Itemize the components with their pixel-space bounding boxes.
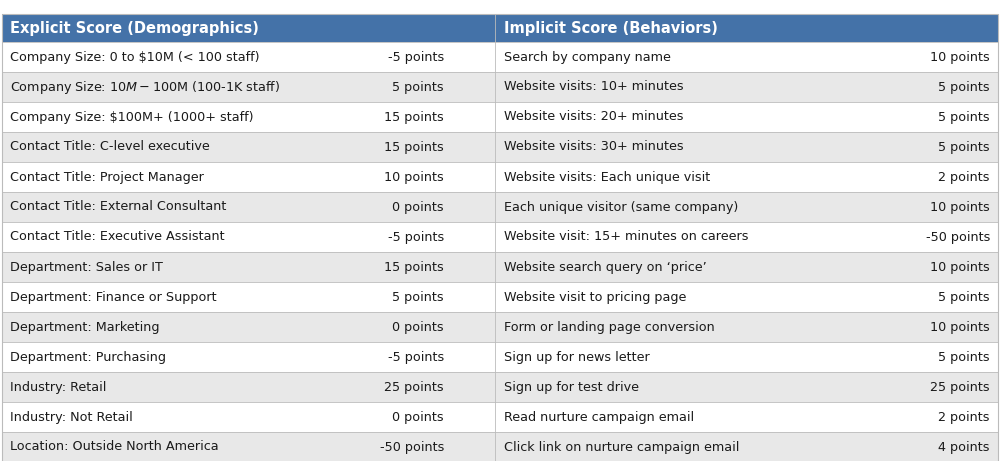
Text: Company Size: $10M-$100M (100-1K staff): Company Size: $10M-$100M (100-1K staff) xyxy=(10,78,280,95)
Bar xyxy=(495,432,998,461)
Bar xyxy=(2,342,495,372)
Bar xyxy=(2,222,495,252)
Text: Company Size: 0 to $10M (< 100 staff): Company Size: 0 to $10M (< 100 staff) xyxy=(10,51,260,64)
Text: Department: Finance or Support: Department: Finance or Support xyxy=(10,290,217,303)
Bar xyxy=(495,402,998,432)
Text: 10 points: 10 points xyxy=(930,201,990,213)
Text: 2 points: 2 points xyxy=(938,171,990,183)
Text: -50 points: -50 points xyxy=(926,230,990,243)
Text: Website visits: 30+ minutes: Website visits: 30+ minutes xyxy=(504,141,684,154)
Text: Search by company name: Search by company name xyxy=(504,51,671,64)
Text: 10 points: 10 points xyxy=(930,260,990,273)
Bar xyxy=(495,192,998,222)
Text: 15 points: 15 points xyxy=(384,111,444,124)
Bar xyxy=(495,132,998,162)
Text: Department: Purchasing: Department: Purchasing xyxy=(10,350,166,364)
Bar xyxy=(495,312,998,342)
Bar xyxy=(2,132,495,162)
Text: -5 points: -5 points xyxy=(388,230,444,243)
Bar xyxy=(495,282,998,312)
Bar xyxy=(495,372,998,402)
Text: 10 points: 10 points xyxy=(930,51,990,64)
Text: 5 points: 5 points xyxy=(938,111,990,124)
Bar xyxy=(495,162,998,192)
Text: Each unique visitor (same company): Each unique visitor (same company) xyxy=(504,201,738,213)
Bar xyxy=(2,102,495,132)
Text: 5 points: 5 points xyxy=(392,290,444,303)
Text: Industry: Not Retail: Industry: Not Retail xyxy=(10,410,133,424)
Text: Department: Marketing: Department: Marketing xyxy=(10,320,160,333)
Text: 5 points: 5 points xyxy=(938,350,990,364)
Text: 0 points: 0 points xyxy=(392,320,444,333)
Bar xyxy=(2,282,495,312)
Text: 10 points: 10 points xyxy=(384,171,444,183)
Text: Implicit Score (Behaviors): Implicit Score (Behaviors) xyxy=(504,20,718,35)
Text: Website visit to pricing page: Website visit to pricing page xyxy=(504,290,686,303)
Text: 5 points: 5 points xyxy=(392,81,444,94)
Text: 0 points: 0 points xyxy=(392,201,444,213)
Text: -50 points: -50 points xyxy=(380,441,444,454)
Text: -5 points: -5 points xyxy=(388,350,444,364)
Text: Sign up for news letter: Sign up for news letter xyxy=(504,350,650,364)
Bar xyxy=(2,312,495,342)
Text: 5 points: 5 points xyxy=(938,290,990,303)
Text: 5 points: 5 points xyxy=(938,141,990,154)
Text: Website visit: 15+ minutes on careers: Website visit: 15+ minutes on careers xyxy=(504,230,748,243)
Text: Company Size: $100M+ (1000+ staff): Company Size: $100M+ (1000+ staff) xyxy=(10,111,254,124)
Bar xyxy=(2,14,998,42)
Bar xyxy=(495,72,998,102)
Text: Click link on nurture campaign email: Click link on nurture campaign email xyxy=(504,441,739,454)
Text: Industry: Retail: Industry: Retail xyxy=(10,380,106,394)
Bar xyxy=(2,432,495,461)
Text: Website visits: 10+ minutes: Website visits: 10+ minutes xyxy=(504,81,684,94)
Text: Contact Title: External Consultant: Contact Title: External Consultant xyxy=(10,201,226,213)
Bar xyxy=(495,42,998,72)
Text: Sign up for test drive: Sign up for test drive xyxy=(504,380,639,394)
Text: Read nurture campaign email: Read nurture campaign email xyxy=(504,410,694,424)
Bar xyxy=(495,102,998,132)
Text: 15 points: 15 points xyxy=(384,260,444,273)
Bar xyxy=(2,252,495,282)
Bar xyxy=(2,192,495,222)
Text: 5 points: 5 points xyxy=(938,81,990,94)
Bar xyxy=(2,72,495,102)
Text: 10 points: 10 points xyxy=(930,320,990,333)
Text: 25 points: 25 points xyxy=(384,380,444,394)
Text: Department: Sales or IT: Department: Sales or IT xyxy=(10,260,163,273)
Text: Contact Title: Executive Assistant: Contact Title: Executive Assistant xyxy=(10,230,225,243)
Text: Website search query on ‘price’: Website search query on ‘price’ xyxy=(504,260,707,273)
Text: 2 points: 2 points xyxy=(938,410,990,424)
Bar xyxy=(2,372,495,402)
Text: 15 points: 15 points xyxy=(384,141,444,154)
Text: Contact Title: Project Manager: Contact Title: Project Manager xyxy=(10,171,204,183)
Bar xyxy=(2,162,495,192)
Text: Website visits: Each unique visit: Website visits: Each unique visit xyxy=(504,171,710,183)
Text: Explicit Score (Demographics): Explicit Score (Demographics) xyxy=(10,20,259,35)
Text: 25 points: 25 points xyxy=(930,380,990,394)
Text: -5 points: -5 points xyxy=(388,51,444,64)
Text: Contact Title: C-level executive: Contact Title: C-level executive xyxy=(10,141,210,154)
Bar xyxy=(495,222,998,252)
Bar xyxy=(2,402,495,432)
Text: Website visits: 20+ minutes: Website visits: 20+ minutes xyxy=(504,111,684,124)
Text: 0 points: 0 points xyxy=(392,410,444,424)
Text: Location: Outside North America: Location: Outside North America xyxy=(10,441,219,454)
Bar xyxy=(2,42,495,72)
Text: Form or landing page conversion: Form or landing page conversion xyxy=(504,320,715,333)
Bar xyxy=(495,252,998,282)
Text: 4 points: 4 points xyxy=(938,441,990,454)
Bar xyxy=(495,342,998,372)
